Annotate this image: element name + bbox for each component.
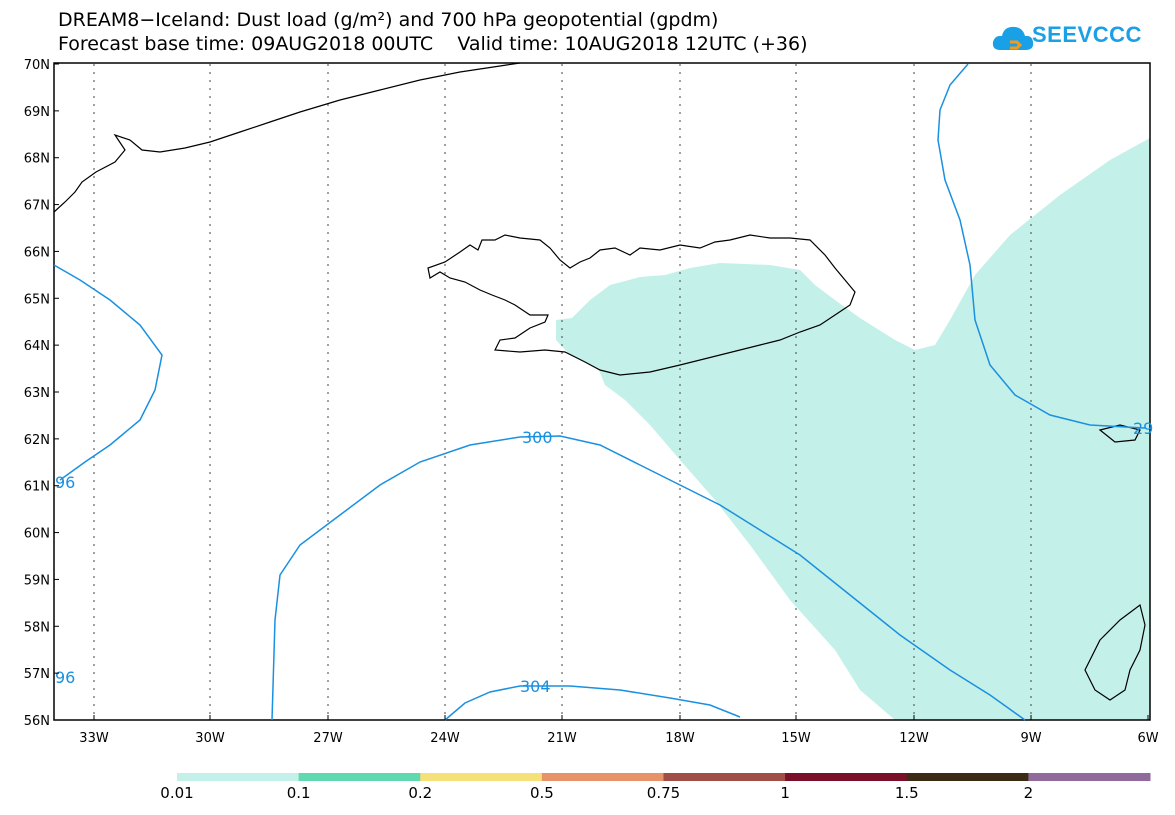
latitude-label: 59N bbox=[24, 573, 50, 588]
contour-label-300: 300 bbox=[522, 428, 553, 447]
colorbar-label: 0.75 bbox=[646, 784, 681, 802]
longitude-label: 24W bbox=[430, 731, 460, 746]
latitude-label: 66N bbox=[24, 245, 50, 260]
geopotential-contours bbox=[53, 63, 1146, 721]
dust-load-area bbox=[556, 138, 1150, 720]
latitude-labels: 70N 69N 68N 67N 66N 65N 64N 63N 62N 61N 60N 59N 58N 5… bbox=[24, 58, 59, 729]
latitude-label: 58N bbox=[24, 620, 50, 635]
colorbar-label: 0.1 bbox=[286, 784, 311, 802]
colorbar-segment bbox=[420, 773, 543, 781]
latitude-label: 67N bbox=[24, 199, 50, 214]
contour-296-upper bbox=[53, 264, 163, 481]
colorbar-segment bbox=[1028, 773, 1151, 781]
longitude-label: 30W bbox=[195, 731, 225, 746]
colorbar-label: 2 bbox=[1023, 784, 1034, 802]
contour-304 bbox=[444, 685, 741, 721]
map-title: DREAM8−Iceland: Dust load (g/m²) and 700… bbox=[58, 9, 719, 31]
longitude-label: 15W bbox=[781, 731, 811, 746]
longitude-label: 6W bbox=[1137, 731, 1158, 746]
latitude-label: 69N bbox=[24, 105, 50, 120]
latitude-label: 70N bbox=[24, 58, 50, 73]
contour-300 bbox=[271, 435, 1026, 721]
colorbar-segment bbox=[541, 773, 664, 781]
colorbar-segment bbox=[298, 773, 421, 781]
longitude-label: 12W bbox=[899, 731, 929, 746]
latitude-label: 56N bbox=[24, 714, 50, 729]
colorbar-segment bbox=[177, 773, 300, 781]
latitude-label: 68N bbox=[24, 152, 50, 167]
colorbar-segment bbox=[785, 773, 908, 781]
colorbar-label: 1 bbox=[780, 784, 790, 802]
latitude-label: 65N bbox=[24, 292, 50, 307]
latitude-label: 64N bbox=[24, 339, 50, 354]
latitude-label: 61N bbox=[24, 480, 50, 495]
grid-lines bbox=[93, 64, 1032, 720]
colorbar-label: 0.01 bbox=[160, 784, 194, 802]
contour-label-296-upper: 96 bbox=[55, 473, 75, 492]
latitude-label: 62N bbox=[24, 433, 50, 448]
colorbar-label: 1.5 bbox=[894, 784, 919, 802]
longitude-labels: 33W 30W 27W 24W 21W 18W 15W 12W 9W 6W bbox=[79, 715, 1159, 746]
longitude-label: 9W bbox=[1020, 731, 1041, 746]
contour-label-304: 304 bbox=[520, 677, 551, 696]
colorbar-segment bbox=[906, 773, 1029, 781]
contour-right bbox=[937, 63, 1146, 429]
colorbar-segment bbox=[663, 773, 786, 781]
map-subtitle: Forecast base time: 09AUG2018 00UTC Vali… bbox=[58, 33, 808, 55]
longitude-label: 33W bbox=[79, 731, 109, 746]
cloud-icon bbox=[992, 26, 1034, 50]
longitude-label: 21W bbox=[547, 731, 577, 746]
latitude-label: 63N bbox=[24, 386, 50, 401]
latitude-label: 57N bbox=[24, 667, 50, 682]
contour-label-right: 29 bbox=[1133, 419, 1153, 438]
latitude-label: 60N bbox=[24, 527, 50, 542]
logo-text: SEEVCCC bbox=[1032, 22, 1142, 47]
longitude-label: 27W bbox=[313, 731, 343, 746]
longitude-label: 18W bbox=[665, 731, 695, 746]
colorbar-label: 0.2 bbox=[408, 784, 433, 802]
colorbar bbox=[177, 773, 1151, 781]
contour-label-296-lower: 96 bbox=[55, 668, 75, 687]
colorbar-label: 0.5 bbox=[529, 784, 554, 802]
